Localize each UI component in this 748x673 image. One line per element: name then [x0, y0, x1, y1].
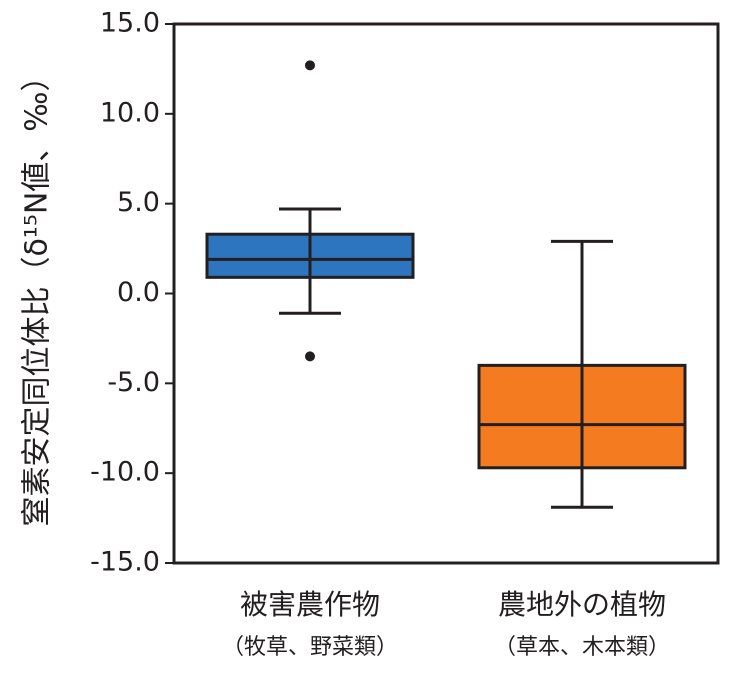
y-tick-label: -5.0: [107, 367, 160, 398]
category-label: 農地外の植物: [498, 588, 666, 621]
y-tick-label: 5.0: [117, 187, 160, 218]
y-tick-label: 10.0: [100, 97, 160, 128]
category-label: 被害農作物: [240, 588, 380, 621]
boxes-group: [205, 60, 687, 509]
plot-frame-group: [172, 22, 720, 565]
y-tick-label: -10.0: [90, 457, 160, 488]
box-2: [477, 239, 687, 509]
y-tick-group: 15.0 10.0 5.0 0.0 -5.0 -10.0 -15.0: [90, 8, 174, 578]
category-sublabel: （牧草、野菜類）: [222, 635, 398, 660]
y-axis-label: 窒素安定同位体比（δ¹⁵N値、‰）: [20, 61, 55, 526]
box-1: [205, 60, 415, 362]
y-tick-label: -15.0: [90, 547, 160, 578]
category-sublabel: （草本、木本類）: [494, 635, 670, 660]
y-tick-label: 0.0: [117, 277, 160, 308]
outlier-point: [305, 60, 315, 71]
y-axis-label-group: 窒素安定同位体比（δ¹⁵N値、‰）: [20, 61, 55, 526]
plot-frame: [172, 22, 720, 565]
outlier-point: [305, 351, 315, 362]
y-tick-label: 15.0: [100, 8, 160, 39]
category-labels-group: 被害農作物 （牧草、野菜類） 農地外の植物 （草本、木本類）: [222, 588, 670, 660]
